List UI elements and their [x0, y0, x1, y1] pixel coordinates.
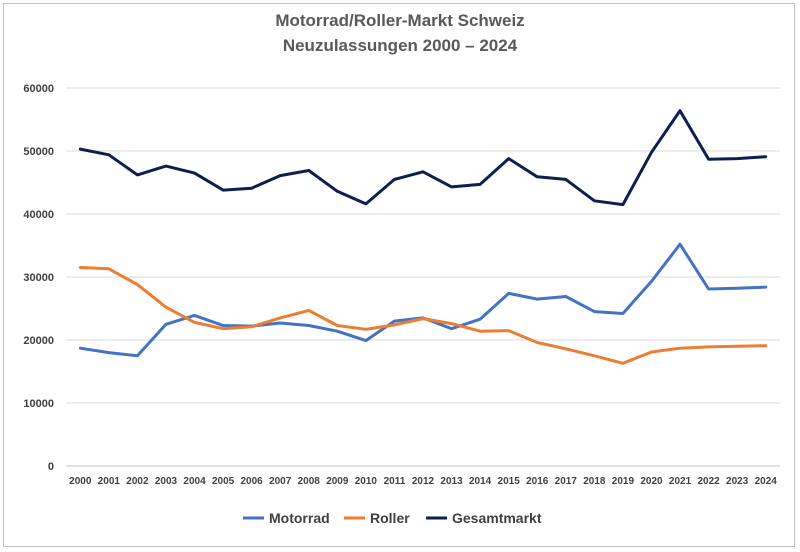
legend-label: Motorrad	[269, 510, 330, 526]
gridlines	[66, 87, 780, 467]
x-tick-label: 2006	[241, 476, 264, 487]
y-axis-ticks: 0 10000 20000 30000 40000 50000 60000	[23, 83, 54, 473]
x-tick-label: 2024	[755, 476, 778, 487]
series-line-roller	[78, 266, 768, 365]
chart-subtitle: Neuzulassungen 2000 – 2024	[282, 36, 518, 55]
y-tick-label: 30000	[23, 272, 54, 284]
x-tick-label: 2003	[155, 476, 178, 487]
legend: Motorrad Roller Gesamtmarkt	[243, 510, 542, 526]
x-tick-label: 2010	[355, 476, 378, 487]
x-tick-label: 2012	[412, 476, 435, 487]
x-tick-label: 2009	[326, 476, 349, 487]
x-tick-label: 2019	[612, 476, 635, 487]
x-tick-label: 2023	[726, 476, 749, 487]
x-tick-label: 2002	[126, 476, 149, 487]
x-tick-label: 2011	[384, 476, 406, 487]
x-tick-label: 2000	[69, 476, 92, 487]
x-tick-label: 2005	[212, 476, 235, 487]
y-tick-label: 60000	[23, 83, 54, 95]
y-tick-label: 0	[48, 461, 54, 473]
series-lines	[78, 109, 768, 365]
series-line-motorrad	[78, 242, 768, 358]
x-tick-label: 2014	[469, 476, 492, 487]
x-tick-label: 2022	[697, 476, 720, 487]
chart-title: Motorrad/Roller-Markt Schweiz	[275, 11, 525, 30]
y-tick-label: 10000	[23, 398, 54, 410]
x-tick-label: 2017	[555, 476, 578, 487]
chart-title-block: Motorrad/Roller-Markt Schweiz Neuzulassu…	[0, 8, 800, 58]
x-tick-label: 2007	[269, 476, 292, 487]
legend-label: Roller	[370, 510, 410, 526]
y-tick-label: 50000	[23, 146, 54, 158]
chart-frame	[3, 3, 795, 547]
x-tick-label: 2021	[669, 476, 692, 487]
x-tick-label: 2001	[98, 476, 121, 487]
x-tick-label: 2008	[298, 476, 321, 487]
x-tick-label: 2015	[498, 476, 521, 487]
y-tick-label: 20000	[23, 335, 54, 347]
x-tick-label: 2016	[526, 476, 549, 487]
x-tick-label: 2004	[183, 476, 206, 487]
x-axis-ticks: 2000 2001 2002 2003 2004 2005 2006 2007 2008 2009…	[69, 476, 777, 487]
y-tick-label: 40000	[23, 209, 54, 221]
series-line-gesamtmarkt	[78, 109, 768, 207]
legend-label: Gesamtmarkt	[452, 510, 542, 526]
x-tick-label: 2013	[440, 476, 463, 487]
x-tick-label: 2018	[583, 476, 606, 487]
x-tick-label: 2020	[640, 476, 663, 487]
